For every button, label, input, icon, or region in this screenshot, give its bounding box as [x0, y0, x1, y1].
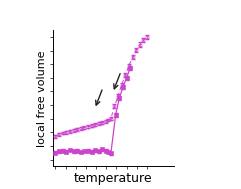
X-axis label: temperature: temperature: [74, 172, 153, 185]
Y-axis label: local free volume: local free volume: [37, 50, 47, 146]
